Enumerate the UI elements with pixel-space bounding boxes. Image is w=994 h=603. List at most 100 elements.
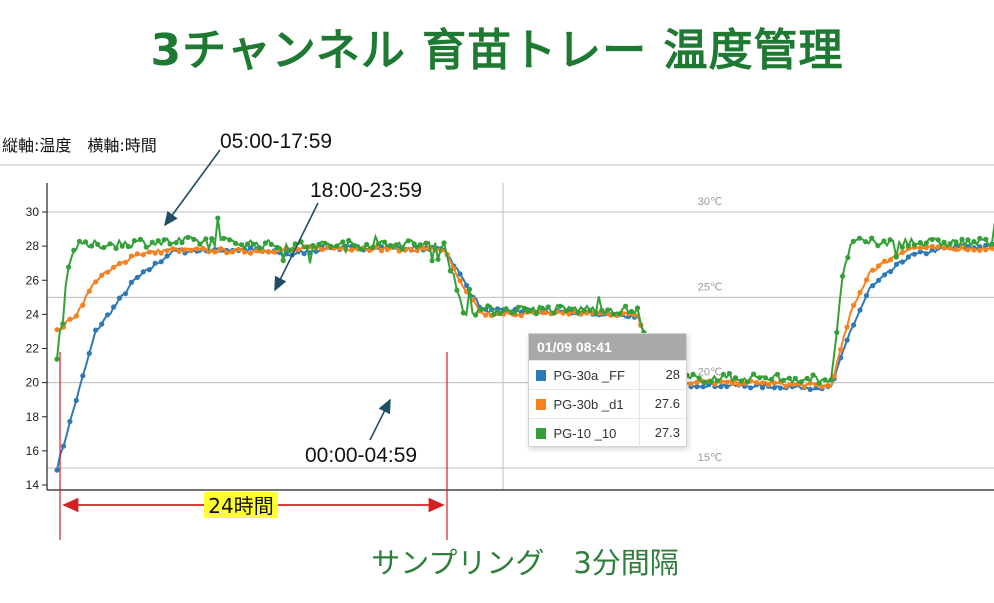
y-tick-label: 24: [26, 307, 40, 321]
data-point: [454, 287, 460, 293]
data-point: [688, 381, 694, 387]
data-point: [256, 245, 262, 251]
annotation-arrow-day: [164, 149, 221, 227]
data-point: [953, 239, 959, 245]
data-point: [911, 251, 918, 257]
data-point: [167, 241, 173, 247]
data-point: [634, 305, 641, 311]
data-point: [170, 246, 176, 252]
data-point: [929, 236, 935, 243]
data-point: [798, 379, 804, 385]
data-point: [754, 380, 760, 386]
data-point: [882, 272, 888, 278]
data-point: [935, 237, 941, 243]
data-point: [161, 237, 167, 243]
data-point: [423, 240, 429, 246]
data-point: [834, 329, 840, 336]
data-point: [209, 236, 215, 242]
data-point: [863, 277, 870, 283]
data-point: [977, 247, 983, 253]
data-point: [783, 383, 789, 389]
data-point: [899, 249, 906, 255]
data-point: [557, 303, 563, 309]
data-point: [101, 244, 107, 251]
data-point: [111, 304, 117, 310]
data-point: [116, 295, 123, 301]
data-point: [280, 257, 286, 264]
annotation-night-period: 00:00-04:59: [305, 444, 417, 467]
data-point: [93, 327, 99, 333]
data-point: [724, 383, 730, 390]
data-point: [581, 307, 587, 313]
data-point: [244, 241, 251, 247]
annotation-day-period: 05:00-17:59: [220, 130, 332, 153]
data-point: [286, 247, 292, 254]
data-point: [801, 384, 807, 390]
data-point: [708, 378, 714, 384]
data-point: [227, 237, 233, 243]
data-point: [905, 254, 912, 260]
data-point: [247, 250, 254, 256]
data-point: [119, 243, 125, 249]
data-point: [887, 237, 893, 243]
tooltip-series-name: PG-30b _d1: [553, 396, 624, 412]
data-point: [99, 321, 105, 327]
data-point: [831, 373, 837, 379]
data-point: [497, 310, 503, 316]
data-point: [844, 324, 850, 330]
tooltip-row: PG-30a _FF 28: [529, 360, 686, 389]
data-point: [935, 244, 941, 250]
data-point: [786, 375, 792, 381]
data-point: [417, 242, 423, 248]
data-point: [408, 246, 414, 252]
data-point: [457, 278, 463, 284]
data-point: [393, 242, 399, 248]
data-point: [726, 370, 733, 377]
annotation-arrow-evening: [274, 202, 319, 292]
data-point: [539, 305, 545, 311]
data-point: [941, 245, 947, 251]
data-point: [527, 307, 533, 314]
data-point: [515, 304, 521, 310]
data-point: [838, 347, 844, 353]
data-point: [164, 253, 170, 259]
data-point: [358, 246, 364, 252]
data-point: [509, 310, 515, 316]
data-point: [349, 247, 355, 253]
y-tick-label: 14: [26, 478, 40, 492]
data-point: [93, 279, 99, 285]
data-point: [411, 241, 417, 247]
data-point: [95, 241, 101, 247]
data-point: [923, 240, 929, 246]
data-point: [375, 241, 382, 247]
data-point: [751, 371, 757, 377]
data-point: [587, 307, 593, 314]
data-point: [125, 243, 131, 250]
span-label: 24時間: [208, 494, 273, 518]
data-point: [789, 381, 795, 387]
data-point: [563, 308, 569, 314]
data-point: [457, 271, 463, 277]
data-point: [599, 307, 605, 313]
data-point: [304, 244, 310, 250]
data-point: [771, 380, 778, 386]
annotation-arrow-night: [369, 398, 391, 441]
axis-note: 縦軸:温度 横軸:時間: [2, 136, 157, 155]
data-point: [200, 245, 206, 252]
data-point: [702, 379, 708, 385]
data-point: [804, 375, 810, 381]
data-point: [971, 239, 977, 245]
data-point: [236, 246, 242, 252]
data-point: [856, 235, 863, 241]
data-point: [774, 371, 781, 377]
data-point: [732, 375, 739, 381]
data-point: [757, 375, 763, 381]
data-point: [876, 277, 882, 283]
data-point: [233, 240, 239, 246]
data-point: [346, 237, 352, 244]
data-point: [218, 246, 224, 252]
data-point: [851, 322, 857, 328]
data-point: [143, 244, 149, 250]
tooltip-series-name: PG-10 _10: [553, 425, 617, 441]
